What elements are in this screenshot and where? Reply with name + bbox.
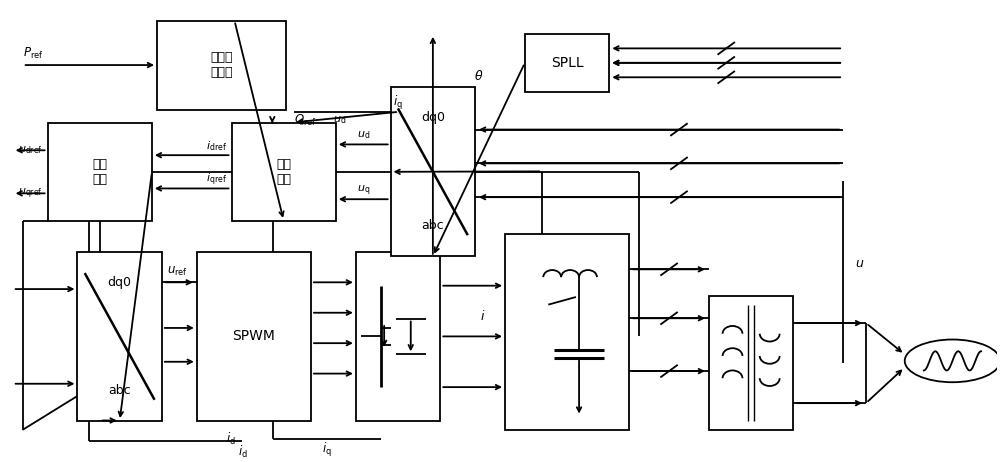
Text: abc: abc (108, 384, 131, 397)
Bar (505, 234, 629, 430)
Text: $i_{\mathrm{d}}$: $i_{\mathrm{d}}$ (238, 444, 247, 460)
Text: $u_{\mathrm{d}}$: $u_{\mathrm{d}}$ (357, 130, 371, 141)
Bar (157, 21, 286, 109)
Text: 功率因
数控制: 功率因 数控制 (210, 51, 233, 79)
Text: $\theta$: $\theta$ (474, 69, 484, 83)
Bar (391, 87, 475, 256)
Text: $P_{\mathrm{ref}}$: $P_{\mathrm{ref}}$ (23, 46, 43, 61)
Text: SPLL: SPLL (551, 56, 583, 70)
Text: $u_{\mathrm{q}}$: $u_{\mathrm{q}}$ (357, 183, 371, 198)
Text: $u_{\mathrm{d}}$: $u_{\mathrm{d}}$ (333, 114, 346, 126)
Text: $i_{\mathrm{qref}}$: $i_{\mathrm{qref}}$ (206, 171, 227, 188)
Text: $Q_{\mathrm{ref}}$: $Q_{\mathrm{ref}}$ (294, 113, 316, 128)
Text: $u$: $u$ (855, 256, 864, 269)
Text: $u_{\mathrm{qref}}$: $u_{\mathrm{qref}}$ (18, 186, 43, 201)
Text: $i_{\mathrm{d}}$: $i_{\mathrm{d}}$ (226, 431, 236, 447)
Text: $i_{\mathrm{q}}$: $i_{\mathrm{q}}$ (322, 441, 332, 459)
Text: $i_{\mathrm{q}}$: $i_{\mathrm{q}}$ (393, 94, 403, 112)
Text: 电流
控制: 电流 控制 (92, 158, 107, 186)
Text: 功率
控制: 功率 控制 (276, 158, 291, 186)
Bar (77, 252, 162, 421)
Bar (709, 296, 793, 430)
Bar (48, 123, 152, 221)
Text: $u_{\mathrm{ref}}$: $u_{\mathrm{ref}}$ (167, 265, 188, 278)
Bar (525, 34, 609, 92)
Text: $u_{\mathrm{dref}}$: $u_{\mathrm{dref}}$ (18, 145, 43, 156)
Bar (232, 123, 336, 221)
Text: $i_{\mathrm{dref}}$: $i_{\mathrm{dref}}$ (206, 140, 227, 153)
Bar (197, 252, 311, 421)
Bar (356, 252, 440, 421)
Text: abc: abc (422, 219, 444, 232)
Text: $i$: $i$ (480, 309, 485, 323)
Text: SPWM: SPWM (232, 329, 275, 343)
Text: dq0: dq0 (421, 111, 445, 124)
Text: dq0: dq0 (108, 276, 132, 289)
